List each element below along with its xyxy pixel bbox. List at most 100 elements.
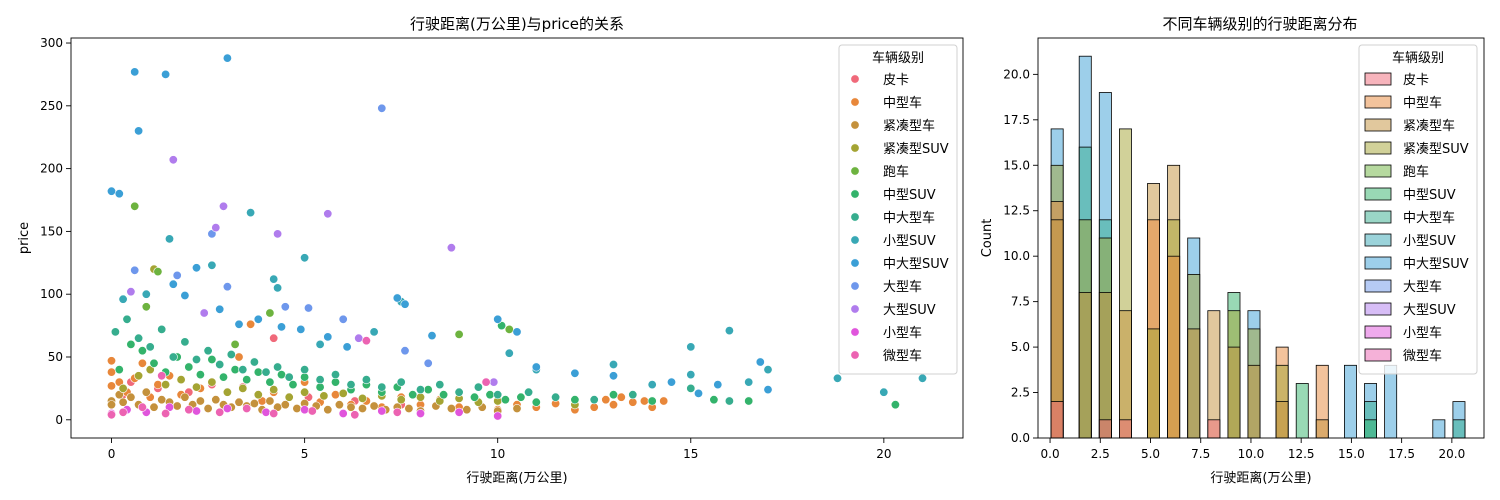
histogram-legend-swatch: [1364, 118, 1392, 132]
histogram-legend-title: 车辆级别: [1392, 50, 1444, 66]
scatter-point: [284, 372, 294, 382]
scatter-point: [755, 357, 765, 367]
scatter-point: [280, 400, 290, 410]
scatter-point: [107, 410, 117, 420]
scatter-legend-label: 大型SUV: [883, 303, 936, 318]
scatter-legend-label: 小型SUV: [883, 234, 936, 249]
scatter-point: [134, 126, 144, 136]
scatter-point: [230, 339, 240, 349]
scatter-point: [686, 342, 696, 352]
scatter-point: [744, 377, 754, 387]
scatter-point: [157, 371, 167, 381]
scatter-point: [763, 365, 773, 375]
scatter-point: [203, 346, 213, 356]
scatter-point: [659, 396, 669, 406]
scatter-point: [195, 370, 205, 380]
scatter-point: [130, 265, 140, 275]
scatter-point: [215, 304, 225, 314]
histogram-y-tick-label: 7.5: [1011, 295, 1030, 309]
histogram-bar: [1432, 419, 1446, 439]
scatter-legend-marker: [850, 235, 860, 245]
scatter-point: [713, 380, 723, 390]
scatter-point: [107, 186, 117, 196]
scatter-point: [551, 392, 561, 402]
scatter-point: [512, 327, 522, 337]
scatter-x-tick-label: 20: [876, 447, 891, 461]
scatter-point: [176, 375, 186, 385]
scatter-legend-label: 跑车: [883, 164, 909, 180]
scatter-point: [172, 401, 182, 411]
scatter-point: [265, 308, 275, 318]
scatter-point: [616, 392, 626, 402]
scatter-point: [357, 403, 367, 413]
scatter-point: [249, 357, 259, 367]
scatter-point: [280, 302, 290, 312]
scatter-x-tick-label: 15: [683, 447, 698, 461]
scatter-legend-title: 车辆级别: [872, 50, 924, 66]
scatter-legend-label: 微型车: [883, 348, 922, 364]
histogram-x-label: 行驶距离(万公里): [1210, 470, 1311, 486]
histogram-legend-label: 中大型车: [1403, 210, 1455, 226]
scatter-point: [234, 319, 244, 329]
scatter-point: [180, 290, 190, 300]
scatter-y-tick-label: 50: [48, 350, 63, 364]
scatter-point: [439, 390, 449, 400]
histogram-y-tick-label: 0.0: [1011, 431, 1030, 445]
scatter-x-tick-label: 5: [301, 447, 309, 461]
scatter-point: [504, 324, 514, 334]
scatter-point: [319, 391, 329, 401]
scatter-point: [238, 365, 248, 375]
histogram-legend-label: 微型车: [1403, 348, 1442, 364]
scatter-point: [377, 103, 387, 113]
scatter-point: [469, 392, 479, 402]
scatter-point: [608, 400, 618, 410]
scatter-legend-marker: [850, 281, 860, 291]
histogram-legend-swatch: [1364, 302, 1392, 316]
scatter-point: [342, 342, 352, 352]
scatter-plot-frame: [70, 37, 964, 439]
scatter-point: [485, 390, 495, 400]
scatter-point: [763, 385, 773, 395]
scatter-point: [211, 395, 221, 405]
histogram-y-ticks: 0.0 2.5 5.0 7.5 10.0 12.5 15.0 17.5 20.0: [1003, 67, 1038, 445]
scatter-point: [207, 377, 217, 387]
scatter-point: [315, 375, 325, 385]
scatter-point: [369, 327, 379, 337]
scatter-point: [446, 403, 456, 413]
scatter-point: [516, 392, 526, 402]
scatter-point: [608, 390, 618, 400]
histogram-legend-label: 中大型SUV: [1403, 257, 1469, 272]
scatter-point: [157, 395, 167, 405]
histogram-y-tick-label: 20.0: [1003, 67, 1030, 81]
scatter-point: [242, 403, 252, 413]
scatter-point: [118, 383, 128, 393]
scatter-point: [276, 322, 286, 332]
histogram-legend-swatch: [1364, 164, 1392, 178]
scatter-point: [666, 377, 676, 387]
histogram-bar: [1050, 401, 1064, 439]
scatter-legend-label: 紧凑型SUV: [883, 142, 949, 157]
scatter-legend-label: 紧凑型车: [883, 118, 935, 134]
scatter-point: [296, 324, 306, 334]
histogram-legend-label: 紧凑型SUV: [1403, 142, 1469, 157]
scatter-legend-marker: [850, 212, 860, 222]
scatter-point: [207, 260, 217, 270]
scatter-point: [168, 279, 178, 289]
scatter-point: [454, 407, 464, 417]
scatter-point: [408, 390, 418, 400]
histogram-bar: [1207, 419, 1221, 439]
scatter-legend-label: 中大型SUV: [883, 257, 949, 272]
scatter-point: [211, 223, 221, 233]
scatter-point: [300, 365, 310, 375]
scatter-point: [292, 403, 302, 413]
scatter-point: [161, 408, 171, 418]
histogram-y-tick-label: 2.5: [1011, 386, 1030, 400]
scatter-point: [300, 387, 310, 397]
scatter-point: [246, 208, 256, 218]
scatter-x-label: 行驶距离(万公里): [466, 470, 567, 486]
scatter-point: [234, 352, 244, 362]
scatter-point: [570, 395, 580, 405]
scatter-point: [222, 403, 232, 413]
